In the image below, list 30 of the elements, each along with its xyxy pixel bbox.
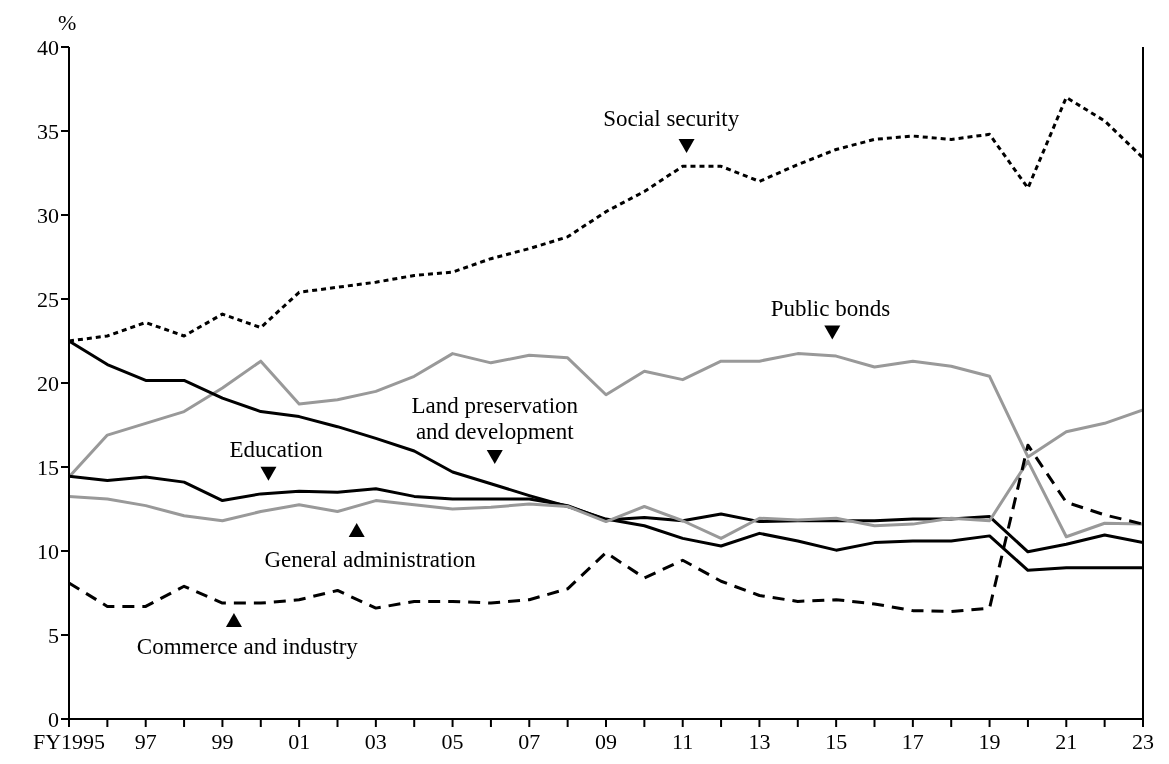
x-tick-label: 05 (441, 728, 464, 754)
x-tick-label: 03 (364, 728, 387, 754)
x-tick-label: 01 (288, 728, 311, 754)
y-tick-label: 20 (37, 370, 59, 396)
x-tick-label: 23 (1132, 728, 1154, 754)
y-tick-label: 25 (37, 286, 59, 312)
x-tick-label: 13 (748, 728, 771, 754)
y-tick-label: 35 (37, 118, 59, 144)
y-axis-title: % (58, 10, 77, 36)
annotation: Social security (603, 105, 740, 131)
y-tick-label: 15 (37, 454, 59, 480)
y-tick-label: 30 (37, 202, 59, 228)
annotation: Commerce and industry (136, 633, 359, 659)
y-tick-label: 5 (48, 622, 59, 648)
x-tick-label: 15 (825, 728, 848, 754)
x-tick-label: 99 (211, 728, 234, 754)
line-series (69, 459, 1143, 540)
x-tick-label: 19 (978, 728, 1001, 754)
x-tick-label: 97 (134, 728, 157, 754)
y-tick-label: 40 (37, 34, 59, 60)
annotation: Land preservation and development (411, 392, 579, 444)
annotation: General administration (264, 546, 477, 572)
x-tick-label: 09 (595, 728, 617, 754)
annotation: Public bonds (770, 295, 891, 321)
x-tick-label: 11 (672, 728, 694, 754)
x-tick-label: 17 (901, 728, 924, 754)
x-tick-label: 07 (518, 728, 541, 754)
annotation: Education (229, 436, 324, 462)
x-tick-label: 21 (1055, 728, 1078, 754)
y-tick-label: 10 (37, 538, 59, 564)
